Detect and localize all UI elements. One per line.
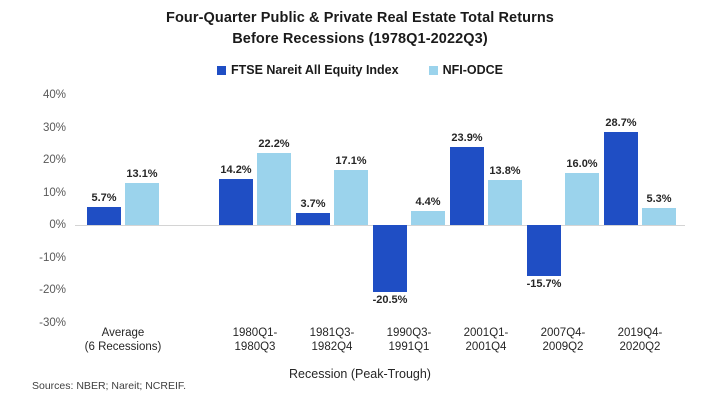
bar[interactable] <box>642 208 676 226</box>
bar[interactable] <box>373 225 407 293</box>
y-axis-tick-label: 30% <box>42 121 66 134</box>
y-axis-tick-label: -30% <box>39 317 66 329</box>
x-axis-category-label: 1990Q3- 1991Q1 <box>387 326 432 354</box>
x-axis-category-label-line: 1980Q1- <box>232 327 278 339</box>
y-axis: 40% 30% 20% 10% 0% -10% -20% -30% <box>0 89 70 329</box>
bar-value-label: -20.5% <box>372 294 408 307</box>
y-axis-tick-label: 10% <box>42 186 66 199</box>
x-axis-category-label-line: 1990Q3- <box>386 327 432 339</box>
bar[interactable] <box>257 152 291 226</box>
bar[interactable] <box>604 131 638 226</box>
chart-title-line-1: Four-Quarter Public & Private Real Estat… <box>166 10 554 26</box>
y-axis-tick-label: -20% <box>39 284 66 297</box>
legend-swatch-icon <box>428 65 438 75</box>
bar-value-label: 28.7% <box>605 116 637 129</box>
bar-value-label: 17.1% <box>335 154 367 167</box>
x-axis-category-label: 2007Q4- 2009Q2 <box>541 326 586 354</box>
bar-value-label: 22.2% <box>258 137 290 150</box>
x-axis-category-label-line: 2007Q4- <box>540 327 586 339</box>
bar-value-label: 13.1% <box>126 167 158 180</box>
legend-swatch-icon <box>216 65 226 75</box>
x-axis-category-label-line: 2001Q1- <box>463 327 509 339</box>
x-axis-category-label-line: 2019Q4- <box>617 327 663 339</box>
plot-area: 5.7% 13.1% 14.2% 22.2% 3.7% 17.1% -20.5% 4.4% 23… <box>75 95 685 323</box>
source-note: Sources: NBER; Nareit; NCREIF. <box>32 380 187 392</box>
x-axis-category-label-line: 2020Q2 <box>619 341 661 353</box>
bar[interactable] <box>125 182 159 226</box>
x-axis-category-label-line: 2009Q2 <box>542 341 584 353</box>
chart-title-line-2: Before Recessions (1978Q1-2022Q3) <box>232 31 488 47</box>
bar[interactable] <box>527 225 561 277</box>
bar[interactable] <box>488 180 522 226</box>
x-axis-category-labels: Average (6 Recessions) 1980Q1- 1980Q3 1981Q3… <box>75 326 685 366</box>
legend-label: NFI-ODCE <box>442 63 504 77</box>
x-axis-category-label: Average (6 Recessions) <box>85 326 162 354</box>
chart-title: Four-Quarter Public & Private Real Estat… <box>0 8 720 50</box>
x-axis-category-label-line: 1981Q3- <box>309 327 355 339</box>
x-axis-category-label: 2001Q1- 2001Q4 <box>464 326 509 354</box>
bar-value-label: 13.8% <box>489 165 521 178</box>
x-axis-category-label-line: (6 Recessions) <box>84 341 162 353</box>
y-axis-tick-label: -10% <box>39 251 66 264</box>
bar-value-label: 4.4% <box>415 195 441 208</box>
bar-value-label: 5.7% <box>91 191 117 204</box>
bar-value-label: 3.7% <box>300 198 326 211</box>
x-axis-category-label-line: 1991Q1 <box>388 341 430 353</box>
bar[interactable] <box>450 147 484 226</box>
y-axis-tick-label: 20% <box>42 154 66 167</box>
y-axis-tick-label: 0% <box>49 219 66 232</box>
y-axis-tick-label: 40% <box>42 89 66 101</box>
bar[interactable] <box>219 179 253 226</box>
bar-value-label: 5.3% <box>646 193 672 206</box>
bar-value-label: 16.0% <box>566 158 598 171</box>
bar[interactable] <box>87 206 121 226</box>
x-axis-category-label: 2019Q4- 2020Q2 <box>618 326 663 354</box>
bar[interactable] <box>296 213 330 226</box>
legend-label: FTSE Nareit All Equity Index <box>230 63 399 77</box>
chart-legend: FTSE Nareit All Equity Index NFI-ODCE <box>0 63 720 77</box>
x-axis-category-label: 1980Q1- 1980Q3 <box>233 326 278 354</box>
legend-item[interactable]: NFI-ODCE <box>428 63 504 77</box>
x-axis-category-label-line: 1982Q4 <box>311 341 353 353</box>
bar-value-label: -15.7% <box>526 278 562 291</box>
bar[interactable] <box>334 169 368 226</box>
x-axis-category-label-line: 1980Q3 <box>234 341 276 353</box>
bar-value-label: 23.9% <box>451 132 483 145</box>
bar-value-label: 14.2% <box>220 164 252 177</box>
x-axis-title: Recession (Peak-Trough) <box>289 367 431 381</box>
bar[interactable] <box>565 173 599 226</box>
x-axis-category-label-line: 2001Q4 <box>465 341 507 353</box>
bar[interactable] <box>411 210 445 226</box>
legend-item[interactable]: FTSE Nareit All Equity Index <box>216 63 399 77</box>
x-axis-category-label-line: Average <box>101 327 145 339</box>
x-axis-category-label: 1981Q3- 1982Q4 <box>310 326 355 354</box>
